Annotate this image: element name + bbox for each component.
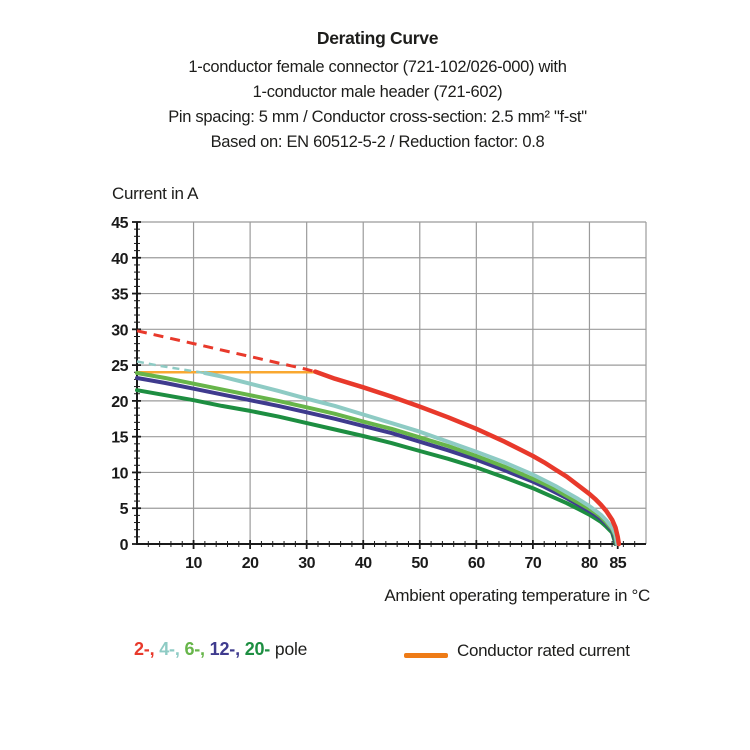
legend-pole-item: 12-,	[209, 639, 245, 659]
y-tick-label: 45	[111, 215, 128, 232]
legend-pole-item: 6-,	[184, 639, 210, 659]
chart-subtitle-line-4: Based on: EN 60512-5-2 / Reduction facto…	[210, 133, 545, 151]
title-block: Derating Curve 1-conductor female connec…	[55, 28, 700, 155]
y-tick-label: 10	[111, 465, 128, 482]
y-tick-label: 40	[111, 251, 128, 268]
chart-subtitle-line-1: 1-conductor female connector (721-102/02…	[188, 58, 567, 76]
legend-pole-item: 2-,	[134, 639, 160, 659]
x-tick-label: 50	[411, 555, 428, 572]
legend-pole-suffix: pole	[274, 639, 308, 659]
y-tick-label: 15	[111, 430, 128, 447]
legend-pole-counts: 2-, 4-, 6-, 12-, 20- pole	[134, 639, 307, 660]
series-curve-4-pole	[202, 371, 620, 546]
derating-chart-plot: 10 20 30 40 50 60 70 80 85 0 5 10 15 20 25 30 35 40 45	[111, 215, 647, 572]
y-tick-label: 20	[111, 394, 128, 411]
x-tick-label: 70	[524, 555, 541, 572]
y-tick-label: 35	[111, 287, 128, 304]
y-axis-title: Current in A	[112, 184, 199, 203]
series-curve-20-pole	[135, 388, 618, 546]
rated-current-line-swatch	[404, 653, 448, 658]
x-tick-label: 60	[468, 555, 485, 572]
y-tick-label: 5	[120, 501, 129, 518]
chart-title: Derating Curve	[316, 28, 439, 48]
legend-pole-item: 4-,	[159, 639, 185, 659]
x-tick-label: 85	[609, 555, 626, 572]
chart-subtitle-line-2: 1-conductor male header (721-602)	[252, 83, 503, 101]
x-tick-label: 20	[242, 555, 259, 572]
x-tick-label: 40	[355, 555, 372, 572]
x-tick-label: 10	[185, 555, 202, 572]
x-axis-title: Ambient operating temperature in °C	[384, 586, 650, 605]
y-tick-label: 25	[111, 358, 128, 375]
x-tick-label: 80	[581, 555, 598, 572]
rated-current-legend-label: Conductor rated current	[457, 641, 630, 660]
y-tick-label: 30	[111, 322, 128, 339]
chart-subtitle-line-3: Pin spacing: 5 mm / Conductor cross-sect…	[168, 108, 587, 126]
series-curve-2-pole	[312, 369, 622, 547]
series-curve-6-pole	[135, 371, 619, 546]
legend-pole-item: 20-	[244, 639, 275, 659]
y-tick-label: 0	[120, 537, 129, 554]
x-tick-label: 30	[298, 555, 315, 572]
